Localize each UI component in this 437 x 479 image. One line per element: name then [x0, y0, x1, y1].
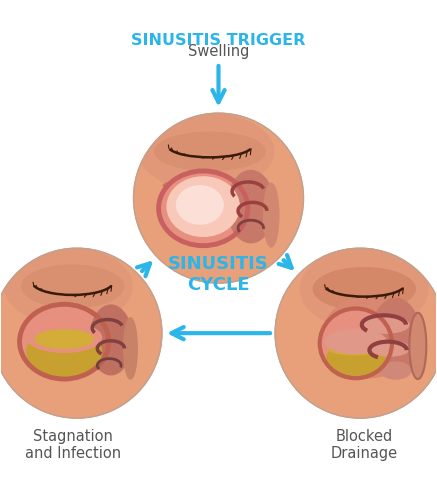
- Circle shape: [134, 113, 303, 283]
- Ellipse shape: [124, 318, 137, 379]
- Text: Stagnation
and Infection: Stagnation and Infection: [24, 429, 121, 461]
- Ellipse shape: [301, 249, 428, 330]
- Ellipse shape: [27, 322, 101, 352]
- Ellipse shape: [138, 113, 274, 190]
- Text: SINUSITIS
CYCLE: SINUSITIS CYCLE: [168, 255, 269, 294]
- Ellipse shape: [326, 341, 385, 379]
- Ellipse shape: [381, 362, 411, 379]
- Ellipse shape: [325, 330, 386, 354]
- Ellipse shape: [155, 132, 265, 171]
- Ellipse shape: [362, 316, 409, 333]
- Ellipse shape: [264, 183, 279, 247]
- Ellipse shape: [159, 171, 248, 246]
- Ellipse shape: [320, 308, 392, 378]
- Ellipse shape: [313, 268, 415, 310]
- Circle shape: [275, 248, 437, 418]
- Ellipse shape: [167, 177, 239, 236]
- Text: Swelling: Swelling: [188, 44, 249, 59]
- Ellipse shape: [90, 305, 132, 375]
- Ellipse shape: [328, 342, 383, 355]
- Ellipse shape: [5, 248, 132, 325]
- Ellipse shape: [31, 332, 97, 348]
- Text: SINUSITIS TRIGGER: SINUSITIS TRIGGER: [131, 33, 306, 47]
- Text: Blocked
Drainage: Blocked Drainage: [331, 429, 398, 461]
- Ellipse shape: [322, 297, 415, 378]
- Ellipse shape: [20, 304, 109, 379]
- Ellipse shape: [163, 179, 257, 192]
- Circle shape: [0, 248, 162, 418]
- Ellipse shape: [27, 326, 101, 378]
- Ellipse shape: [371, 298, 420, 376]
- Ellipse shape: [409, 313, 427, 379]
- Ellipse shape: [177, 186, 223, 224]
- Ellipse shape: [35, 330, 93, 348]
- Ellipse shape: [227, 171, 274, 243]
- Ellipse shape: [370, 341, 409, 356]
- Ellipse shape: [22, 265, 124, 308]
